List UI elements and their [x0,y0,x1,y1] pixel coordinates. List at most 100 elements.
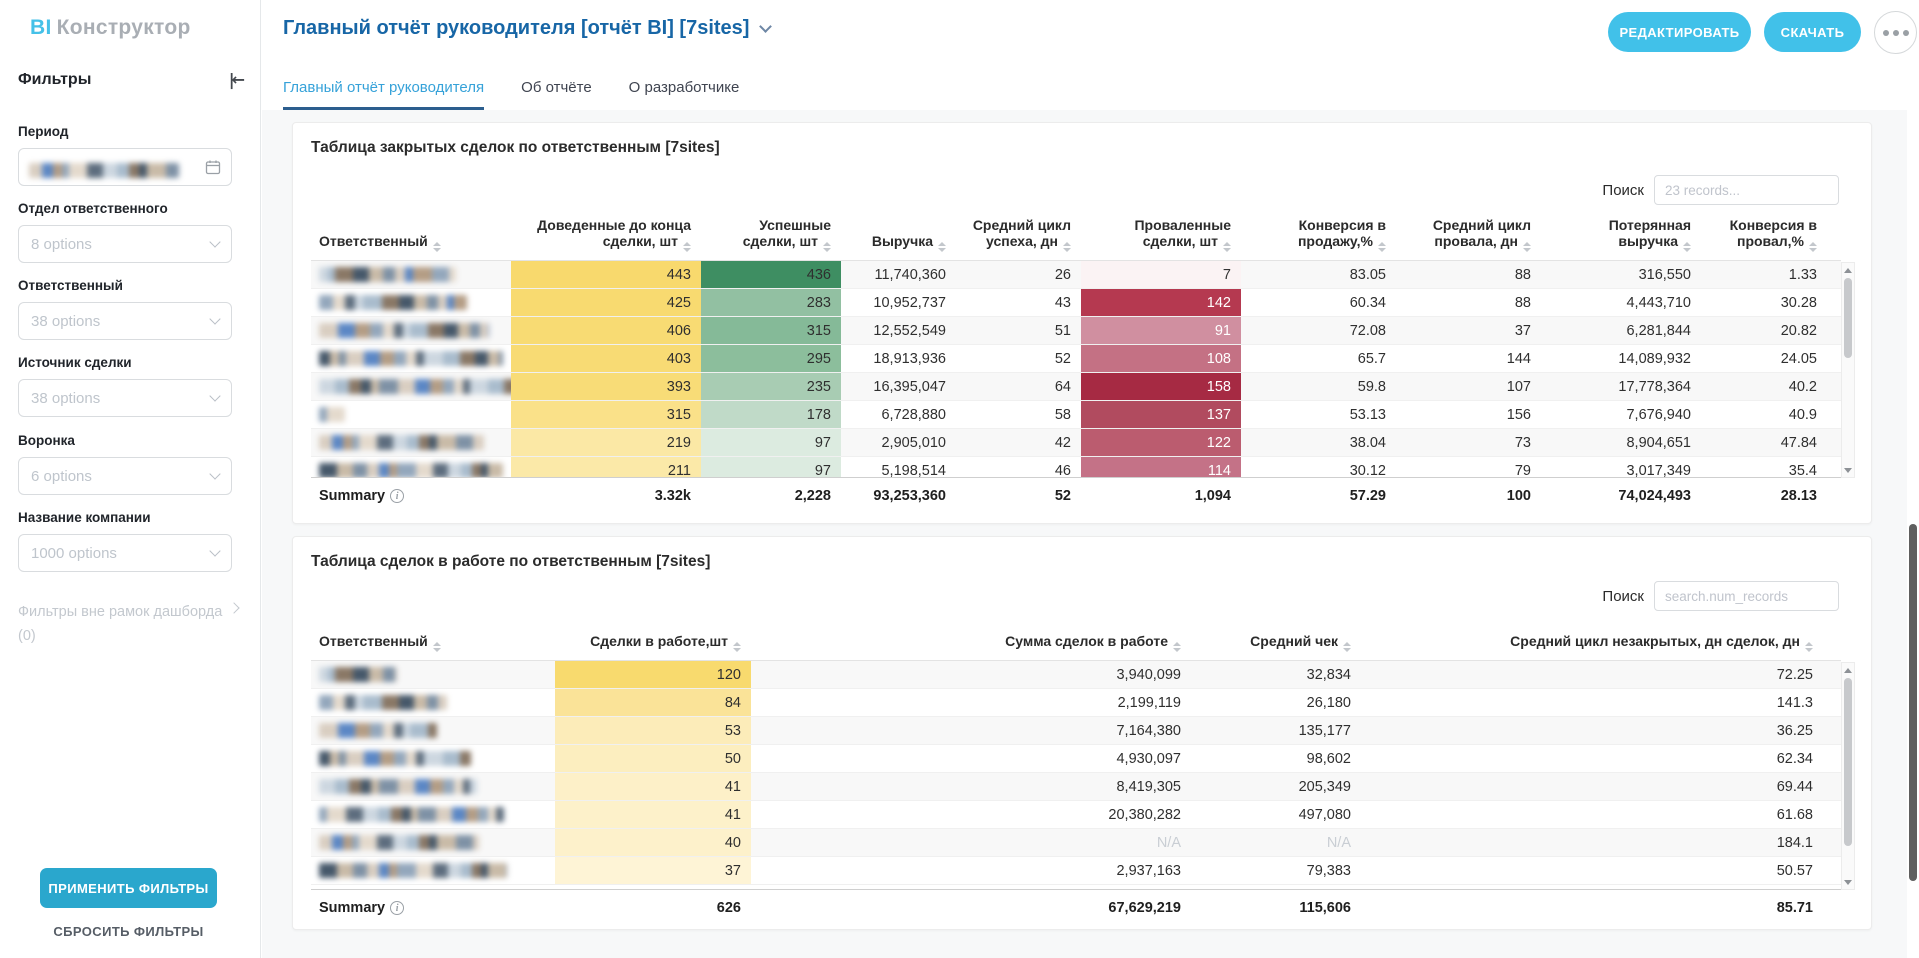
filter-select-5[interactable]: 1000 options [18,534,232,572]
info-icon[interactable]: i [390,900,405,915]
sort-icon[interactable] [733,642,741,652]
sort-icon[interactable] [938,242,946,252]
value-cell: 79,383 [1306,863,1351,879]
summary-cell: 626 [716,899,741,916]
responsible-cell [311,717,555,744]
filter-label: Период [18,124,69,139]
dot-icon [1902,29,1909,36]
value-cell: 64 [1054,379,1071,395]
info-icon[interactable]: i [390,488,405,503]
period-date-input[interactable] [18,148,232,186]
reset-filters-button[interactable]: СБРОСИТЬ ФИЛЬТРЫ [53,924,204,939]
value-cell: 178 [701,401,841,428]
anonymized-text [319,379,511,394]
table-row: 50 4,930,097 98,602 62.34 [311,745,1841,773]
download-button[interactable]: СКАЧАТЬ [1764,12,1861,52]
more-options-button[interactable] [1874,11,1917,54]
dashboard-content: Таблица закрытых сделок по ответственным… [262,110,1907,958]
scrollbar-thumb[interactable] [1844,678,1852,846]
column-header: Ответственный [311,629,555,660]
chevron-down-icon [759,20,773,33]
anonymized-text [319,435,484,450]
value-cell: 12,552,549 [873,323,946,339]
value-cell: 20,380,282 [1108,807,1181,823]
open-deals-scrollbar[interactable] [1841,662,1855,890]
anonymized-text [319,751,471,766]
value-cell: 97 [701,457,841,477]
value-cell: 20.82 [1780,323,1817,339]
sort-icon[interactable] [1523,242,1531,252]
value-cell: 41 [555,801,751,828]
dot-icon [1882,29,1889,36]
value-cell: 65.7 [1357,351,1386,367]
value-cell: 79 [1514,463,1531,477]
anonymized-text [319,807,504,822]
value-cell: 61.68 [1776,807,1813,823]
edit-button[interactable]: РЕДАКТИРОВАТЬ [1608,12,1751,52]
filter-select-3[interactable]: 38 options [18,379,232,417]
sort-icon[interactable] [1223,242,1231,252]
value-cell: 436 [701,261,841,288]
value-cell: 69.44 [1776,779,1813,795]
closed-deals-scrollbar[interactable] [1841,262,1855,478]
sort-icon[interactable] [1809,242,1817,252]
table-header-row: Ответственный Доведенные до конца сделки,… [311,215,1841,261]
tab-0[interactable]: Главный отчёт руководителя [283,64,485,110]
filter-label: Название компании [18,510,151,525]
apply-filters-button[interactable]: ПРИМЕНИТЬ ФИЛЬТРЫ [40,868,217,908]
value-cell: 137 [1081,401,1241,428]
report-title-dropdown[interactable]: Главный отчёт руководителя [отчёт BI] [7… [283,17,773,40]
sort-icon[interactable] [1063,242,1071,252]
open-deals-title: Таблица сделок в работе по ответственным… [311,553,711,570]
sort-icon[interactable] [1343,642,1351,652]
sort-icon[interactable] [823,242,831,252]
summary-row: Summary i 3.32k 2,228 93,253,360 52 1,094 57.29… [311,477,1841,513]
value-cell: 7,164,380 [1116,723,1181,739]
value-cell: 41 [555,773,751,800]
collapse-sidebar-icon[interactable]: |← [228,70,245,89]
summary-cell: 3.32k [654,487,691,504]
summary-row: Summary i 626 67,629,219 115,606 85.71 [311,889,1841,925]
value-cell: 16,395,047 [873,379,946,395]
anonymized-text [319,267,456,282]
value-cell: 42 [1054,435,1071,451]
value-cell: 4,930,097 [1116,751,1181,767]
column-header: Средний цикл провала, дн [1396,215,1541,260]
value-cell: 3,017,349 [1626,463,1691,477]
sort-icon[interactable] [1173,642,1181,652]
filter-select-2[interactable]: 38 options [18,302,232,340]
sort-icon[interactable] [1805,642,1813,652]
tab-1[interactable]: Об отчёте [521,78,592,96]
closed-deals-search-input[interactable] [1654,175,1839,205]
page-scrollbar-thumb[interactable] [1909,524,1917,881]
value-cell: 98,602 [1306,751,1351,767]
filter-select-4[interactable]: 6 options [18,457,232,495]
column-header: Сумма сделок в работе [751,629,1191,660]
sort-icon[interactable] [683,242,691,252]
scroll-down-icon[interactable] [1842,464,1854,476]
sort-icon[interactable] [1683,242,1691,252]
open-deals-search-input[interactable] [1654,581,1839,611]
sort-icon[interactable] [1378,242,1386,252]
tab-2[interactable]: О разработчике [628,78,740,96]
sort-icon[interactable] [432,242,441,252]
scrollbar-thumb[interactable] [1844,278,1852,358]
table-row: 40 N/A N/A 184.1 [311,829,1841,857]
value-cell: 1.33 [1788,267,1817,283]
scroll-up-icon[interactable] [1842,664,1854,676]
sort-icon[interactable] [432,642,441,652]
filter-select-1[interactable]: 8 options [18,225,232,263]
scroll-down-icon[interactable] [1842,876,1854,888]
filter-label: Воронка [18,433,75,448]
value-cell: 5,198,514 [881,463,946,477]
anonymized-text [29,162,179,178]
responsible-cell [311,689,555,716]
value-cell: 283 [701,289,841,316]
responsible-cell [311,345,511,372]
value-cell: 30.28 [1780,295,1817,311]
scroll-up-icon[interactable] [1842,264,1854,276]
external-filters-link[interactable]: Фильтры вне рамок дашборда (0) [18,600,242,648]
value-cell: 403 [511,345,701,372]
anonymized-text [319,463,503,477]
table-row: 211 97 5,198,514 46 114 30.12 79 3,017,349 35.4 [311,457,1841,477]
